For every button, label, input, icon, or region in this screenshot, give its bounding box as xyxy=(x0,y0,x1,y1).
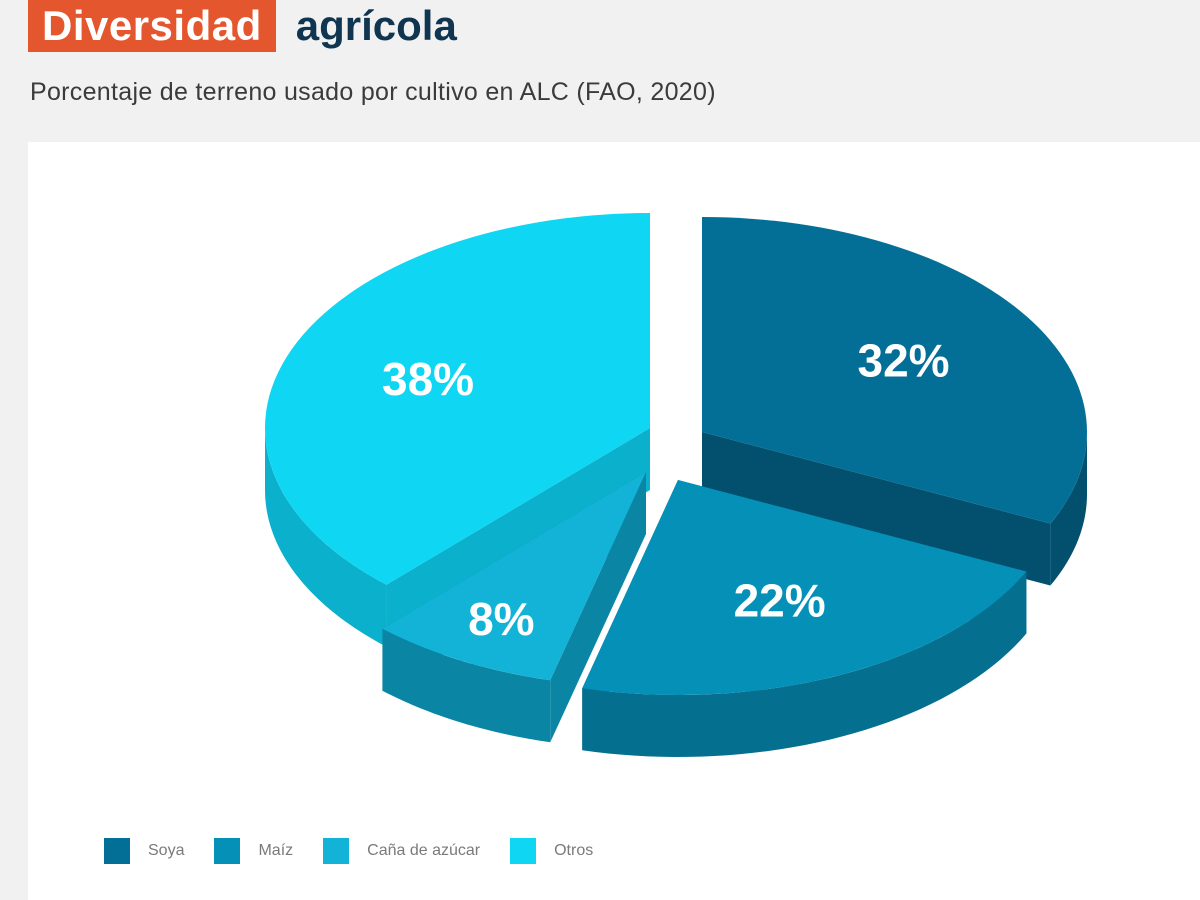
legend-item: Otros xyxy=(510,838,593,864)
slice-otros xyxy=(265,213,650,585)
pie-chart: 32% 22% 8% 38% xyxy=(265,213,1087,757)
legend-label: Maíz xyxy=(258,842,294,859)
legend-swatch xyxy=(323,838,350,864)
slice-outer-face xyxy=(582,571,1027,757)
chart-panel: 32% 22% 8% 38% Soya Maíz Caña de azúcar Otros xyxy=(28,142,1200,900)
slice-value-label: 32% xyxy=(858,335,950,387)
slice-value-label: 38% xyxy=(382,353,474,405)
slice-soya xyxy=(702,217,1087,524)
legend-swatch xyxy=(214,838,241,864)
legend-label: Soya xyxy=(148,842,185,859)
slice-ma-z xyxy=(582,480,1027,695)
legend-label: Caña de azúcar xyxy=(367,842,481,859)
slice-outer-face xyxy=(265,428,387,647)
slice-outer-face xyxy=(1050,432,1087,586)
title-highlight: Diversidad xyxy=(28,0,276,52)
legend-swatch xyxy=(104,838,130,864)
subtitle: Porcentaje de terreno usado por cultivo … xyxy=(30,78,716,106)
title: Diversidad agrícola xyxy=(28,0,457,52)
slice-soya-sides xyxy=(702,432,1087,586)
legend-item: Soya xyxy=(104,838,184,864)
slice-ca-a-de-az-car xyxy=(382,472,646,681)
slice-outer-face xyxy=(382,628,551,743)
slice-cut-face xyxy=(702,432,1051,586)
title-rest: agrícola xyxy=(295,2,457,49)
legend-label: Otros xyxy=(554,842,594,859)
legend-item: Caña de azúcar xyxy=(323,838,480,864)
legend-item: Maíz xyxy=(214,838,293,864)
legend: Soya Maíz Caña de azúcar Otros xyxy=(104,836,623,866)
header: Diversidad agrícola Porcentaje de terren… xyxy=(0,0,1200,140)
slice-value-label: 8% xyxy=(468,593,534,645)
slice-value-label: 22% xyxy=(734,575,826,627)
legend-swatch xyxy=(510,838,537,864)
